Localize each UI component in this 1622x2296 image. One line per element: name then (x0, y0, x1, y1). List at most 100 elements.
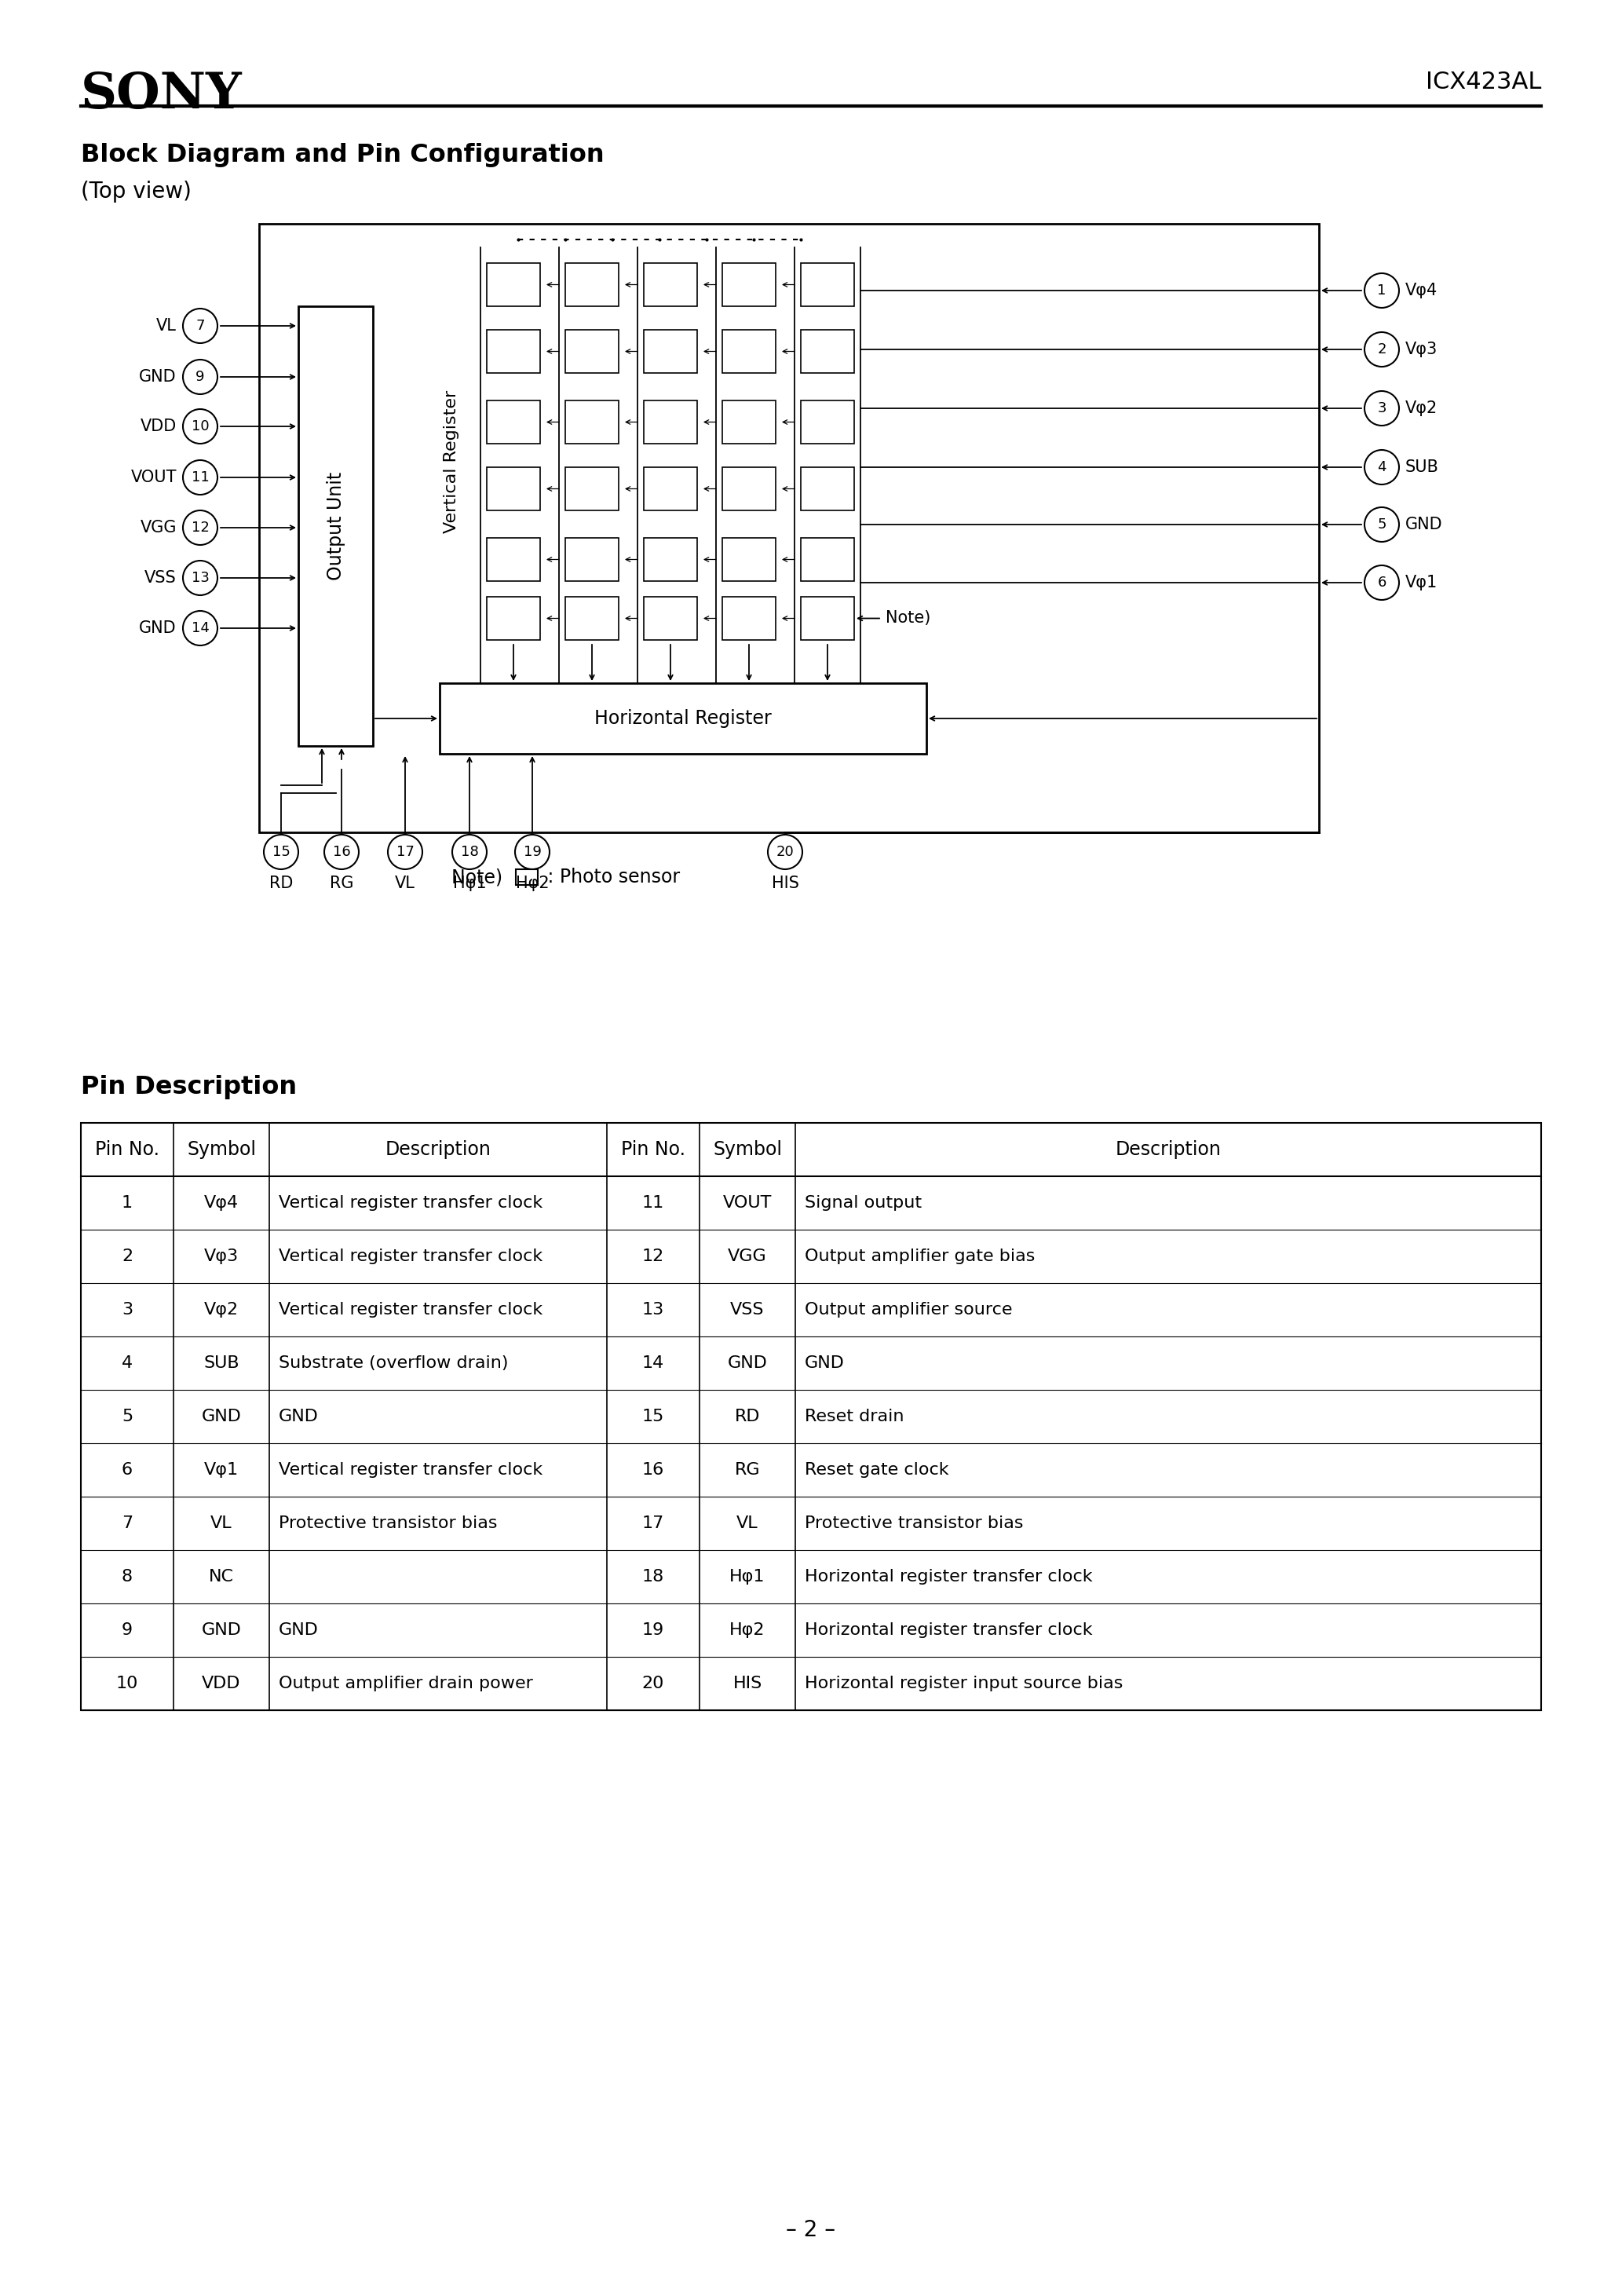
Bar (644, 331, 697, 372)
Text: VSS: VSS (730, 1302, 764, 1318)
Bar (644, 597, 697, 641)
Text: Vφ1: Vφ1 (1405, 574, 1437, 590)
Text: 17: 17 (642, 1515, 665, 1531)
Text: 16: 16 (333, 845, 350, 859)
Text: NC: NC (209, 1568, 234, 1584)
Text: 13: 13 (642, 1302, 665, 1318)
Text: VOUT: VOUT (131, 471, 177, 484)
Bar (564, 597, 618, 641)
Bar (722, 400, 775, 443)
Text: Vertical Register: Vertical Register (443, 390, 459, 533)
Text: Output amplifier source: Output amplifier source (805, 1302, 1012, 1318)
Text: HIS: HIS (772, 875, 798, 891)
Text: Vφ1: Vφ1 (204, 1463, 238, 1479)
Text: GND: GND (805, 1355, 845, 1371)
Text: Horizontal register transfer clock: Horizontal register transfer clock (805, 1623, 1093, 1637)
Text: 10: 10 (191, 420, 209, 434)
Bar (564, 264, 618, 305)
Text: VDD: VDD (203, 1676, 240, 1692)
Text: Hφ2: Hφ2 (516, 875, 548, 891)
Text: 9: 9 (122, 1623, 133, 1637)
Text: 17: 17 (396, 845, 414, 859)
Bar (801, 537, 855, 581)
Text: 7: 7 (122, 1515, 133, 1531)
Text: GND: GND (279, 1623, 318, 1637)
Text: VGG: VGG (728, 1249, 767, 1265)
Bar (298, 305, 373, 746)
Text: VSS: VSS (144, 569, 177, 585)
Text: 18: 18 (642, 1568, 665, 1584)
Bar (801, 466, 855, 510)
Text: 6: 6 (1377, 576, 1387, 590)
Text: Protective transistor bias: Protective transistor bias (805, 1515, 1023, 1531)
Text: Vφ3: Vφ3 (1405, 342, 1437, 358)
Text: (Top view): (Top view) (81, 181, 191, 202)
Text: Vertical register transfer clock: Vertical register transfer clock (279, 1196, 543, 1210)
Bar (487, 466, 540, 510)
Text: Output amplifier drain power: Output amplifier drain power (279, 1676, 534, 1692)
Text: 19: 19 (642, 1623, 665, 1637)
Bar (722, 466, 775, 510)
Text: VDD: VDD (141, 418, 177, 434)
Text: ICX423AL: ICX423AL (1426, 71, 1541, 94)
Bar (487, 400, 540, 443)
Text: 16: 16 (642, 1463, 665, 1479)
Text: 2: 2 (1377, 342, 1387, 356)
Text: 11: 11 (642, 1196, 665, 1210)
Bar (722, 264, 775, 305)
Text: SONY: SONY (81, 71, 242, 119)
Bar (260, 223, 1319, 833)
Bar (722, 597, 775, 641)
Text: RG: RG (329, 875, 354, 891)
Text: 15: 15 (272, 845, 290, 859)
Bar (644, 264, 697, 305)
Text: Vφ2: Vφ2 (1405, 400, 1437, 416)
Bar (801, 264, 855, 305)
Text: 14: 14 (191, 622, 209, 636)
Text: Pin No.: Pin No. (96, 1141, 159, 1159)
Bar (801, 331, 855, 372)
Bar (801, 400, 855, 443)
Text: Horizontal register input source bias: Horizontal register input source bias (805, 1676, 1122, 1692)
Text: : Photo sensor: : Photo sensor (542, 868, 680, 886)
Text: RD: RD (735, 1410, 761, 1424)
Text: Vφ4: Vφ4 (1405, 282, 1437, 298)
Text: 12: 12 (191, 521, 209, 535)
Text: Reset gate clock: Reset gate clock (805, 1463, 949, 1479)
Text: Description: Description (1116, 1141, 1221, 1159)
Text: Vφ3: Vφ3 (204, 1249, 238, 1265)
Text: SUB: SUB (203, 1355, 240, 1371)
Text: 19: 19 (524, 845, 542, 859)
Text: Pin Description: Pin Description (81, 1075, 297, 1100)
Bar (487, 264, 540, 305)
Bar (564, 537, 618, 581)
Text: GND: GND (201, 1410, 242, 1424)
Text: 4: 4 (1377, 459, 1387, 475)
Text: 1: 1 (122, 1196, 133, 1210)
Text: VL: VL (156, 319, 177, 333)
Text: Vertical register transfer clock: Vertical register transfer clock (279, 1463, 543, 1479)
Text: Description: Description (384, 1141, 491, 1159)
Text: Horizontal Register: Horizontal Register (594, 709, 772, 728)
Text: VGG: VGG (139, 519, 177, 535)
Text: 1: 1 (1377, 282, 1387, 298)
Text: GND: GND (1405, 517, 1442, 533)
Text: Output Unit: Output Unit (326, 471, 345, 581)
Text: SUB: SUB (1405, 459, 1439, 475)
Text: HIS: HIS (733, 1676, 762, 1692)
Bar (487, 597, 540, 641)
Text: GND: GND (727, 1355, 767, 1371)
Text: Hφ1: Hφ1 (453, 875, 487, 891)
Bar (487, 331, 540, 372)
Text: Vφ2: Vφ2 (204, 1302, 238, 1318)
Bar (644, 537, 697, 581)
Text: Vertical register transfer clock: Vertical register transfer clock (279, 1302, 543, 1318)
Text: VL: VL (736, 1515, 757, 1531)
Text: 3: 3 (1377, 402, 1387, 416)
Bar (722, 331, 775, 372)
Text: Vφ4: Vφ4 (204, 1196, 238, 1210)
Text: 4: 4 (122, 1355, 133, 1371)
Bar (81, 1123, 1541, 1711)
Text: 5: 5 (1377, 517, 1387, 533)
Text: Symbol: Symbol (712, 1141, 782, 1159)
